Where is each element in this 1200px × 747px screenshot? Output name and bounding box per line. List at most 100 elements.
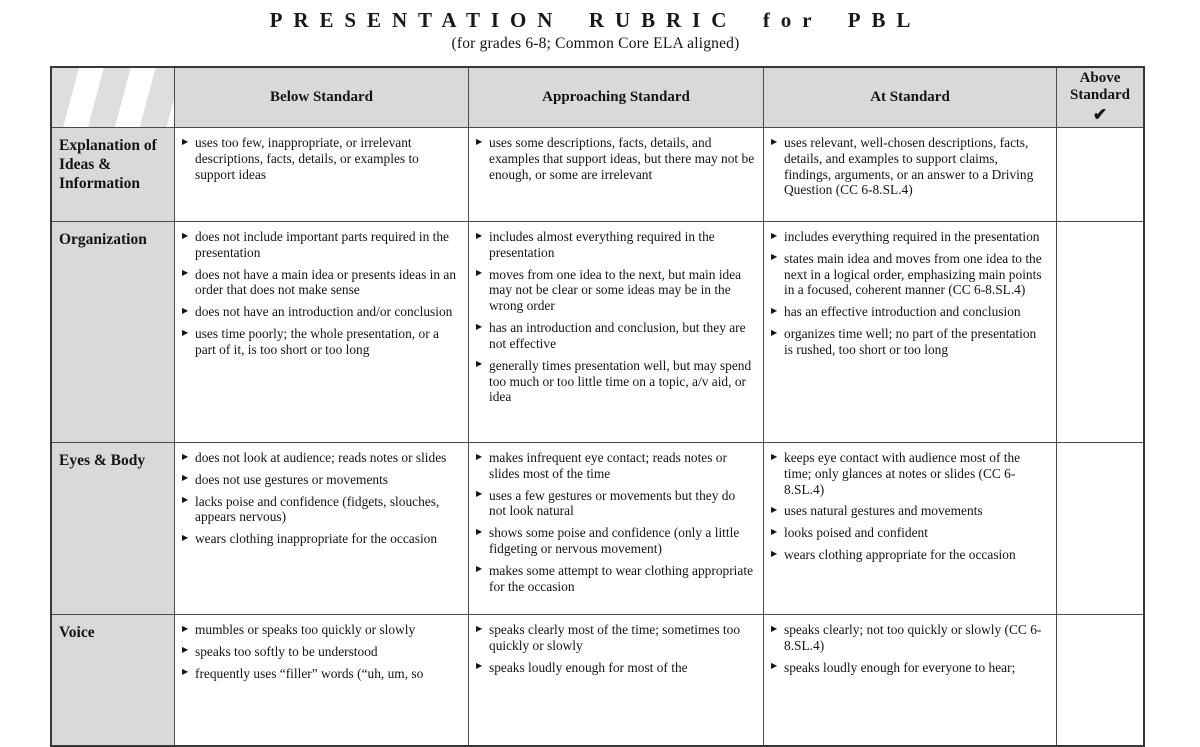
bullet-text: uses relevant, well-chosen descriptions,… <box>784 135 1034 198</box>
bullet-triangle-icon <box>182 496 188 504</box>
bullet-text: keeps eye contact with audience most of … <box>784 450 1021 497</box>
score-cell-voice <box>1057 615 1143 745</box>
cell-explanation-approaching: uses some descriptions, facts, details, … <box>469 128 764 222</box>
rubric-bullet: does not include important parts require… <box>182 229 460 261</box>
rubric-bullet: uses time poorly; the whole presentation… <box>182 326 460 358</box>
score-cell-eyes-body <box>1057 443 1143 615</box>
bullet-text: uses time poorly; the whole presentation… <box>195 326 439 357</box>
rubric-bullet: states main idea and moves from one idea… <box>771 251 1048 298</box>
bullet-triangle-icon <box>182 534 188 542</box>
bullet-text: frequently uses “filler” words (“uh, um,… <box>195 665 424 681</box>
corner-striped-cell <box>52 68 175 128</box>
bullet-triangle-icon <box>182 138 188 146</box>
bullet-triangle-icon <box>476 625 482 633</box>
bullet-text: does not look at audience; reads notes o… <box>195 450 447 465</box>
bullet-text: has an effective introduction and conclu… <box>784 304 1021 320</box>
bullet-triangle-icon <box>182 453 188 461</box>
rubric-bullet: shows some poise and confidence (only a … <box>476 525 755 557</box>
bullet-text: looks poised and confident <box>784 525 928 541</box>
rubric-bullet: organizes time well; no part of the pres… <box>771 326 1048 358</box>
rubric-document-page: { "title": "PRESENTATION RUBRIC for PBL"… <box>0 0 1200 674</box>
bullet-triangle-icon <box>771 550 777 558</box>
rubric-bullet: includes everything required in the pres… <box>771 229 1048 245</box>
bullet-triangle-icon <box>182 646 188 654</box>
cell-eyes-body-approaching: makes infrequent eye contact; reads note… <box>469 443 764 615</box>
bullet-text: generally times presentation well, but m… <box>489 357 752 405</box>
bullet-triangle-icon <box>771 307 777 315</box>
score-cell-explanation <box>1057 128 1143 222</box>
row-label-explanation: Explanation of Ideas & Information <box>52 128 175 222</box>
bullet-text: wears clothing appropriate for the occas… <box>784 547 1016 563</box>
bullet-text: speaks too softly to be understood <box>195 643 378 659</box>
cell-organization-below: does not include important parts require… <box>175 222 469 443</box>
bullet-text: organizes time well; no part of the pres… <box>784 326 1037 357</box>
bullet-triangle-icon <box>771 138 777 146</box>
rubric-bullet: moves from one idea to the next, but mai… <box>476 267 755 314</box>
bullet-triangle-icon <box>771 453 777 461</box>
bullet-text: wears clothing inappropriate for the occ… <box>195 531 438 547</box>
bullet-text: uses too few, inappropriate, or irreleva… <box>195 135 419 182</box>
bullet-triangle-icon <box>771 253 777 261</box>
bullet-text: speaks loudly enough for everyone to hea… <box>784 659 1016 675</box>
bullet-triangle-icon <box>476 662 482 670</box>
bullet-text: shows some poise and confidence (only a … <box>489 525 740 557</box>
bullet-text: speaks loudly enough for most of the <box>489 659 688 675</box>
row-label-organization: Organization <box>52 222 175 443</box>
bullet-text: includes almost everything required in t… <box>489 229 715 260</box>
cell-voice-below: mumbles or speaks too quickly or slowly … <box>175 615 469 745</box>
bullet-triangle-icon <box>476 453 482 461</box>
column-header-below-standard: Below Standard <box>175 68 469 128</box>
rubric-bullet: speaks loudly enough for most of the <box>476 660 755 676</box>
bullet-text: includes everything required in the pres… <box>784 229 1040 244</box>
rubric-bullet: uses natural gestures and movements <box>771 503 1048 519</box>
bullet-text: makes some attempt to wear clothing appr… <box>489 562 754 594</box>
rubric-bullet: lacks poise and confidence (fidgets, slo… <box>182 494 460 526</box>
bullet-triangle-icon <box>476 138 482 146</box>
rubric-bullet: speaks too softly to be understood <box>182 644 460 660</box>
bullet-text: speaks clearly most of the time; sometim… <box>489 622 741 653</box>
rubric-bullet: keeps eye contact with audience most of … <box>771 450 1048 497</box>
bullet-text: states main idea and moves from one idea… <box>784 250 1042 298</box>
bullet-text: has an introduction and conclusion, but … <box>489 320 746 351</box>
rubric-bullet: includes almost everything required in t… <box>476 229 755 261</box>
bullet-triangle-icon <box>182 668 188 676</box>
bullet-triangle-icon <box>771 232 777 240</box>
bullet-text: uses natural gestures and movements <box>784 503 983 519</box>
column-header-approaching-standard: Approaching Standard <box>469 68 764 128</box>
bullet-text: mumbles or speaks too quickly or slowly <box>195 622 416 637</box>
bullet-triangle-icon <box>476 528 482 536</box>
bullet-triangle-icon <box>771 329 777 337</box>
cell-eyes-body-at: keeps eye contact with audience most of … <box>764 443 1057 615</box>
rubric-bullet: does not have a main idea or presents id… <box>182 267 460 299</box>
bullet-triangle-icon <box>182 329 188 337</box>
bullet-triangle-icon <box>771 506 777 514</box>
rubric-bullet: wears clothing inappropriate for the occ… <box>182 531 460 547</box>
rubric-bullet: speaks clearly most of the time; sometim… <box>476 622 755 654</box>
bullet-triangle-icon <box>182 232 188 240</box>
rubric-bullet: makes infrequent eye contact; reads note… <box>476 450 755 482</box>
rubric-bullet: mumbles or speaks too quickly or slowly <box>182 622 460 638</box>
rubric-bullet: has an effective introduction and conclu… <box>771 304 1048 320</box>
score-cell-organization <box>1057 222 1143 443</box>
cell-explanation-at: uses relevant, well-chosen descriptions,… <box>764 128 1057 222</box>
document-header: PRESENTATION RUBRIC for PBL (for grades … <box>50 8 1141 53</box>
bullet-text: speaks clearly; not too quickly or slowl… <box>784 622 1042 653</box>
bullet-triangle-icon <box>771 662 777 670</box>
rubric-bullet: uses some descriptions, facts, details, … <box>476 135 755 182</box>
cell-organization-at: includes everything required in the pres… <box>764 222 1057 443</box>
page-title: PRESENTATION RUBRIC for PBL <box>269 8 922 32</box>
page-subtitle: (for grades 6-8; Common Core ELA aligned… <box>451 35 740 52</box>
rubric-bullet: wears clothing appropriate for the occas… <box>771 547 1048 563</box>
bullet-text: uses some descriptions, facts, details, … <box>489 135 755 182</box>
cell-voice-approaching: speaks clearly most of the time; sometim… <box>469 615 764 745</box>
cell-organization-approaching: includes almost everything required in t… <box>469 222 764 443</box>
bullet-triangle-icon <box>182 269 188 277</box>
rubric-bullet: has an introduction and conclusion, but … <box>476 320 755 352</box>
bullet-text: does not have an introduction and/or con… <box>195 304 453 320</box>
bullet-text: uses a few gestures or movements but the… <box>489 487 736 519</box>
checkmark-icon: ✔ <box>1092 105 1108 125</box>
bullet-text: lacks poise and confidence (fidgets, slo… <box>195 493 440 525</box>
rubric-bullet: uses too few, inappropriate, or irreleva… <box>182 135 460 182</box>
column-header-at-standard: At Standard <box>764 68 1057 128</box>
bullet-text: does not have a main idea or presents id… <box>195 266 457 298</box>
